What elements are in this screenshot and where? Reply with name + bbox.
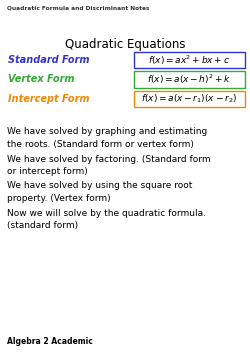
Text: Quadratic Equations: Quadratic Equations xyxy=(65,38,185,51)
Text: We have solved by graphing and estimating
the roots. (Standard form or vertex fo: We have solved by graphing and estimatin… xyxy=(7,127,207,149)
Text: Standard Form: Standard Form xyxy=(8,55,89,65)
Text: We have solved by factoring. (Standard form
or intercept form): We have solved by factoring. (Standard f… xyxy=(7,155,210,176)
FancyBboxPatch shape xyxy=(134,71,245,88)
Text: We have solved by using the square root
property. (Vertex form): We have solved by using the square root … xyxy=(7,181,192,203)
Text: $f(x) = a(x-h)^2 + k$: $f(x) = a(x-h)^2 + k$ xyxy=(148,73,232,86)
FancyBboxPatch shape xyxy=(134,52,245,68)
FancyBboxPatch shape xyxy=(134,91,245,107)
Text: Algebra 2 Academic: Algebra 2 Academic xyxy=(7,337,93,346)
Text: $f(x) = ax^2 + bx + c$: $f(x) = ax^2 + bx + c$ xyxy=(148,53,230,67)
Text: Now we will solve by the quadratic formula.
(standard form): Now we will solve by the quadratic formu… xyxy=(7,209,206,230)
Text: Intercept Form: Intercept Form xyxy=(8,94,89,104)
Text: Vertex Form: Vertex Form xyxy=(8,74,74,84)
Text: Quadratic Formula and Discriminant Notes: Quadratic Formula and Discriminant Notes xyxy=(7,6,150,11)
Text: $f(x) = a(x-r_1)(x-r_2)$: $f(x) = a(x-r_1)(x-r_2)$ xyxy=(142,93,238,105)
